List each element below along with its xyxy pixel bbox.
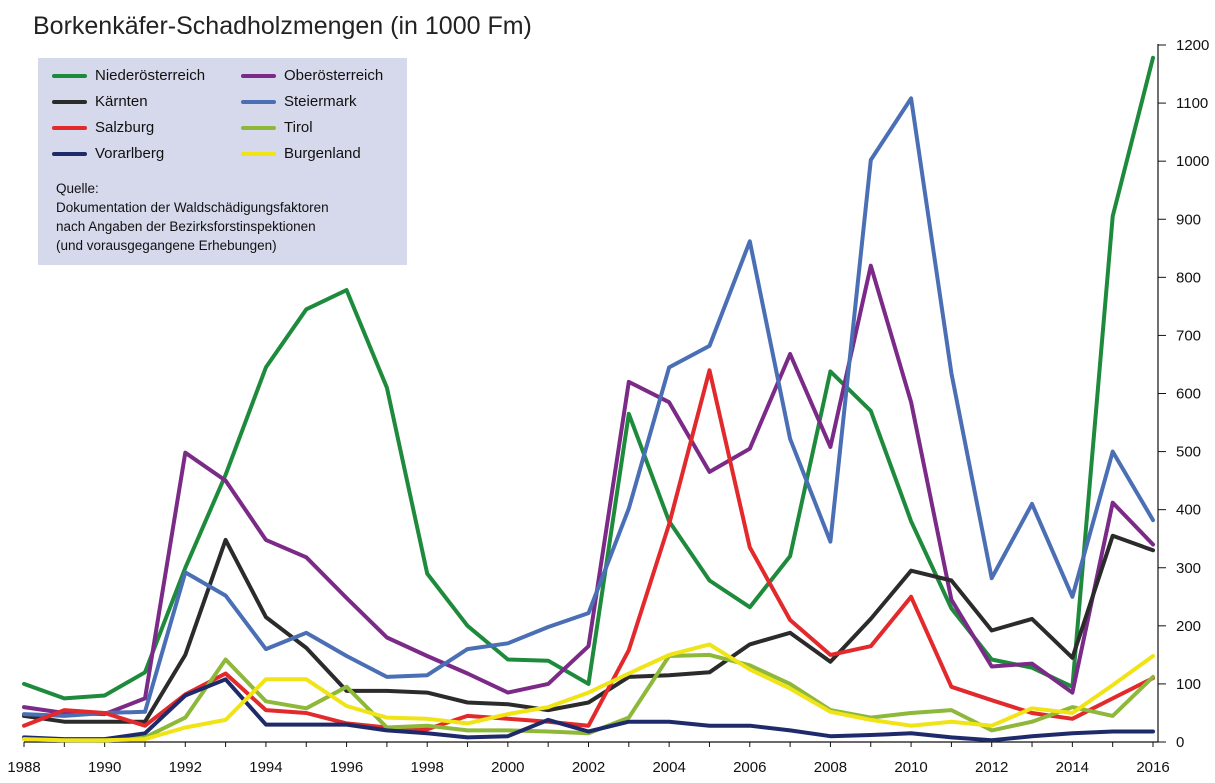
legend-label: Oberösterreich [284,67,384,84]
legend-label: Vorarlberg [95,145,165,162]
source-line: nach Angaben der Bezirksforstinspektione… [56,219,316,234]
chart-title: Borkenkäfer-Schadholzmengen (in 1000 Fm) [33,12,532,40]
legend-item-steiermark: Steiermark [241,93,357,110]
source-line: Dokumentation der Waldschädigungsfaktore… [56,200,329,215]
y-tick-label: 100 [1176,676,1201,693]
y-tick-label: 500 [1176,444,1201,461]
legend-label: Kärnten [95,93,148,110]
x-tick-label: 2000 [491,759,524,776]
x-tick-label: 2014 [1056,759,1089,776]
y-tick-label: 1000 [1176,153,1209,170]
legend-item-burgenland: Burgenland [241,145,361,162]
y-tick-label: 800 [1176,269,1201,286]
legend-item-kaernten: Kärnten [52,93,148,110]
x-tick-label: 2002 [572,759,605,776]
legend-label: Niederösterreich [95,67,206,84]
y-tick-label: 600 [1176,386,1201,403]
x-tick-label: 1990 [88,759,121,776]
series-line [22,642,1155,743]
y-tick-label: 300 [1176,560,1201,577]
x-tick-label: 2010 [894,759,927,776]
legend-item-vorarlberg: Vorarlberg [52,145,164,162]
y-tick-label: 200 [1176,618,1201,635]
y-tick-label: 1100 [1176,95,1208,112]
legend-label: Tirol [284,119,313,136]
x-tick-label: 1996 [330,759,363,776]
x-tick-label: 1992 [169,759,202,776]
series-line [22,263,1155,717]
x-tick-label: 1994 [249,759,282,776]
source-note: Quelle: Dokumentation der Waldschädigung… [56,179,329,255]
series-line [22,677,1155,743]
x-tick-label: 1988 [7,759,40,776]
y-tick-label: 1200 [1176,37,1209,54]
legend-label: Steiermark [284,93,357,110]
y-tick-label: 900 [1176,211,1201,228]
legend-swatch [241,73,276,78]
x-tick-label: 2008 [814,759,847,776]
x-tick-label: 2012 [975,759,1008,776]
legend-item-oberoesterreich: Oberösterreich [241,67,383,84]
legend-item-tirol: Tirol [241,119,313,136]
legend-label: Salzburg [95,119,155,136]
legend-swatch [52,73,87,78]
y-tick-label: 400 [1176,502,1201,519]
legend-item-salzburg: Salzburg [52,119,154,136]
y-tick-label: 0 [1176,734,1184,751]
y-tick-label: 700 [1176,327,1201,344]
legend: Niederösterreich Oberösterreich Kärnten … [38,58,407,265]
legend-label: Burgenland [284,145,361,162]
series-line [22,533,1155,724]
x-tick-label: 2006 [733,759,766,776]
x-tick-label: 1998 [411,759,444,776]
x-tick-label: 2016 [1136,759,1169,776]
legend-swatch [52,99,87,104]
legend-swatch [52,151,87,156]
legend-swatch [241,125,276,130]
source-line: (und vorausgegangene Erhebungen) [56,238,277,253]
legend-swatch [241,151,276,156]
x-tick-label: 2004 [652,759,685,776]
legend-swatch [52,125,87,130]
series-line [22,96,1155,718]
legend-swatch [241,99,276,104]
legend-item-niederoesterreich: Niederösterreich [52,67,205,84]
source-line: Quelle: [56,181,99,196]
